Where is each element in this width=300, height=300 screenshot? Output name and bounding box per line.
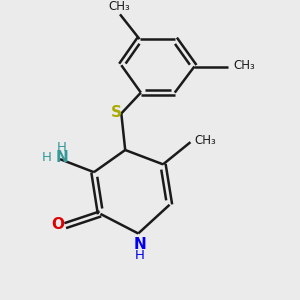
Text: H: H [42,151,52,164]
Text: CH₃: CH₃ [233,59,255,72]
Text: CH₃: CH₃ [109,0,130,13]
Text: H: H [135,249,145,262]
Text: O: O [51,217,64,232]
Text: N: N [133,237,146,252]
Text: H: H [57,141,67,154]
Text: S: S [111,105,122,120]
Text: CH₃: CH₃ [194,134,216,147]
Text: N: N [56,150,68,165]
